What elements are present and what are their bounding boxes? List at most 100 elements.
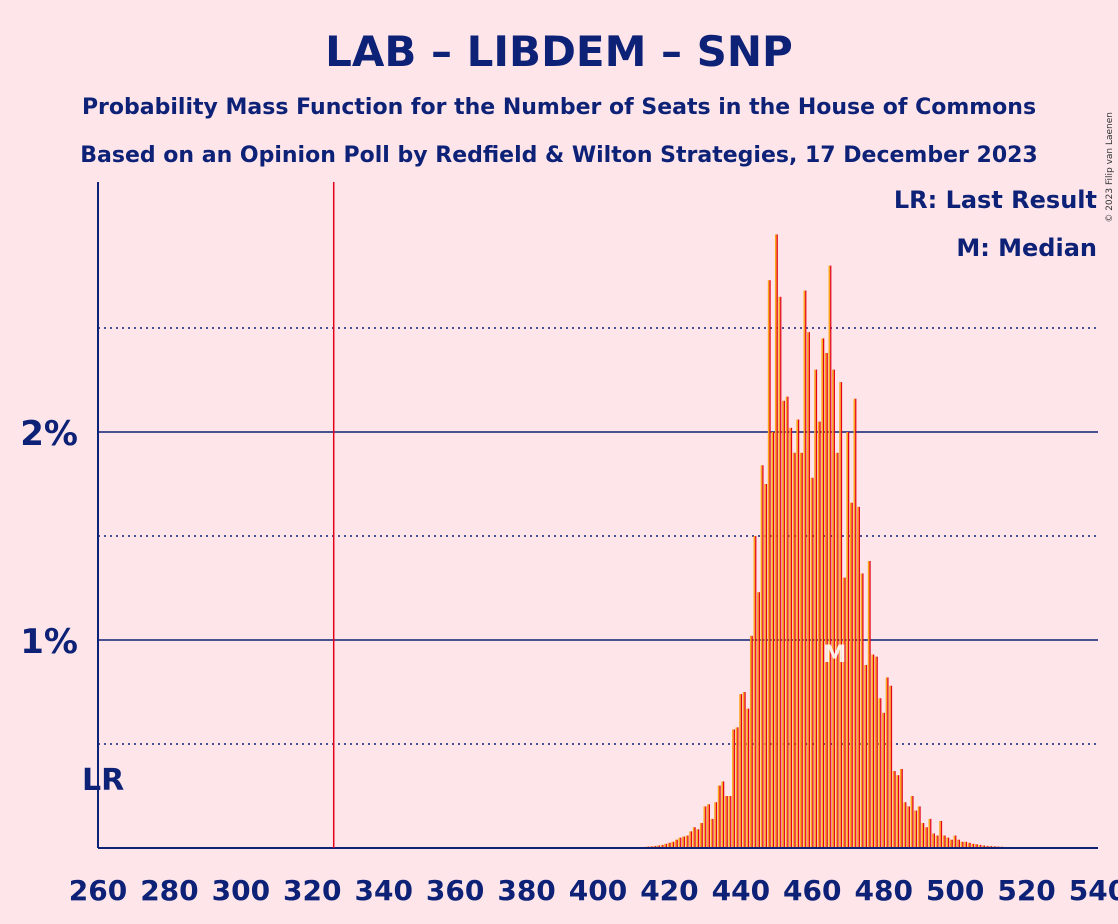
bar (746, 708, 750, 848)
bar-fill (719, 785, 721, 848)
bar-fill (776, 234, 778, 848)
bar-shade (753, 536, 756, 848)
bar-fill (919, 806, 921, 848)
bar-fill (912, 796, 914, 848)
bar (832, 369, 835, 848)
bar (974, 844, 978, 848)
bar (921, 823, 925, 848)
bar (653, 845, 657, 848)
bar-fill (958, 839, 960, 848)
bar-shade (742, 692, 745, 848)
bar-fill (669, 842, 671, 848)
bar (721, 781, 725, 848)
bar-shade (732, 729, 734, 848)
bar-fill (965, 841, 968, 848)
bar-fill (780, 296, 782, 848)
chart-subtitle: Probability Mass Function for the Number… (82, 95, 1036, 120)
bar-fill (730, 796, 732, 848)
bar-fill (694, 827, 696, 848)
bar-shade (810, 477, 813, 848)
bar (953, 835, 957, 848)
bar-shade (857, 506, 859, 848)
bar (771, 432, 775, 848)
bar (885, 677, 889, 848)
bar-fill (944, 835, 946, 848)
bar (907, 806, 910, 848)
bar (914, 810, 918, 848)
bar-shade (685, 835, 688, 848)
bar-fill (848, 432, 850, 848)
bar-fill (862, 573, 864, 848)
bar-shade (853, 398, 856, 848)
bar-shade (728, 796, 731, 848)
bar-fill (890, 685, 893, 848)
bar-shade (889, 685, 891, 848)
bar-fill (676, 839, 678, 848)
bar-fill (976, 844, 978, 848)
bar (842, 577, 846, 848)
bar-fill (969, 842, 971, 848)
bar (942, 835, 946, 848)
bar-fill (840, 382, 843, 848)
legend-median: M: Median (956, 234, 1097, 262)
x-tick-labels: 260 280 300 320 340 360 380 400 420 440 460 480 500 5… (69, 874, 1118, 907)
x-tick-label: 440 (712, 874, 770, 907)
bar-fill (955, 835, 957, 848)
bar (949, 839, 953, 848)
bar (792, 452, 796, 848)
bar-shade (867, 560, 870, 848)
bar-fill (933, 833, 935, 848)
bar (764, 484, 768, 848)
bar-shade (785, 396, 788, 848)
bar-shade (939, 820, 941, 848)
bar-shade (760, 465, 763, 848)
bar-fill (880, 698, 882, 848)
bar-shade (724, 796, 727, 848)
bar-fill (798, 419, 800, 848)
bar-fill (926, 827, 928, 848)
x-tick-label: 520 (997, 874, 1055, 907)
legend-last-result: LR: Last Result (894, 186, 1097, 214)
bar (864, 664, 868, 848)
bar-fill (715, 802, 718, 848)
bar (878, 698, 882, 848)
bar-shade (928, 818, 931, 848)
bar-fill (758, 592, 760, 848)
bar-shade (799, 452, 802, 848)
bar (692, 827, 696, 848)
bar-shade (953, 835, 956, 848)
bar (824, 352, 828, 848)
bar-fill (790, 427, 793, 848)
copyright-notice: © 2023 Filip van Laenen (1105, 112, 1115, 223)
bar-shade (832, 369, 834, 848)
bar-fill (655, 845, 657, 848)
bar-shade (978, 844, 981, 848)
x-tick-label: 380 (497, 874, 555, 907)
bar-fill (915, 810, 918, 848)
bar-fill (908, 806, 910, 848)
bar-fill (690, 831, 693, 848)
x-tick-label: 500 (926, 874, 984, 907)
bar (985, 845, 989, 848)
bar-shade (657, 845, 659, 848)
bar-shade (667, 842, 670, 848)
bar-shade (660, 844, 663, 848)
bar (728, 796, 732, 848)
bar-shade (878, 698, 881, 848)
bar-fill (808, 332, 810, 848)
bar-shade (932, 833, 934, 848)
bar-shade (835, 452, 838, 848)
bar-shade (821, 338, 823, 848)
bar (732, 729, 735, 848)
bar-shade (903, 802, 906, 848)
bar (946, 837, 950, 848)
bar (910, 796, 914, 848)
bar-shade (692, 827, 695, 848)
bar-fill (865, 664, 868, 848)
bar-shade (674, 839, 677, 848)
bar-shade (924, 827, 927, 848)
bar-fill (687, 835, 689, 848)
bar-shade (957, 839, 959, 848)
